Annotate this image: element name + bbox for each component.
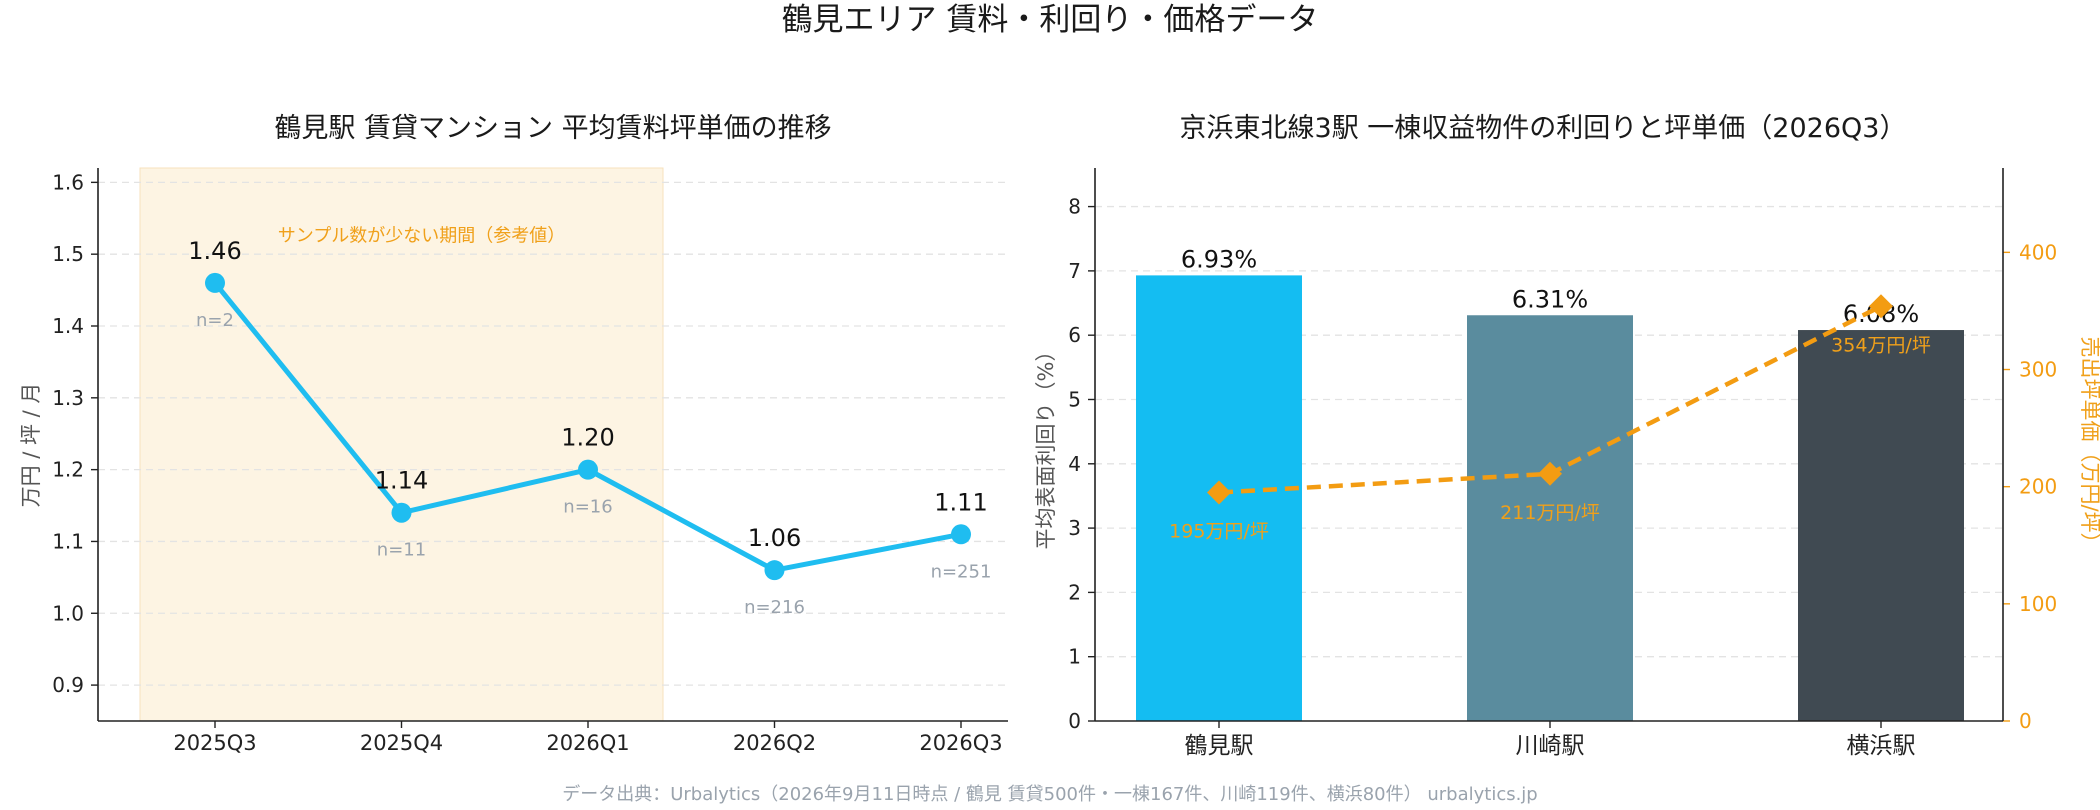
rent-data-point [205, 272, 225, 293]
left-x-tick-label: 2026Q1 [546, 731, 629, 755]
sample-size-label: n=216 [744, 597, 805, 618]
price-data-point [1538, 461, 1562, 486]
sample-size-label: n=251 [931, 561, 992, 582]
left-y-tick-label: 1.6 [52, 170, 84, 194]
price-value-label: 211万円/坪 [1500, 502, 1600, 524]
price-y-tick-label: 200 [2019, 475, 2057, 499]
left-y-tick-label: 1.2 [52, 458, 84, 482]
left-y-tick-label: 1.1 [52, 529, 84, 553]
right-x-tick-label: 川崎駅 [1516, 733, 1585, 759]
figure-title: 鶴見エリア 賃料・利回り・価格データ [782, 2, 1319, 38]
right-x-tick-label: 鶴見駅 [1185, 733, 1254, 759]
yield-value-label: 6.93% [1181, 245, 1257, 273]
rent-data-point [391, 502, 412, 523]
rent-data-point [764, 560, 785, 581]
left-x-tick-labels: 2025Q3 2025Q4 2026Q1 2026Q2 2026Q3 [173, 721, 1003, 755]
left-x-tick-label: 2025Q4 [360, 731, 443, 755]
price-y-tick-label: 400 [2019, 240, 2057, 264]
right-x-tick-label: 横浜駅 [1847, 733, 1916, 759]
left-y-axis-label: 万円 / 坪 / 月 [19, 383, 43, 508]
sample-size-label: n=16 [563, 497, 612, 518]
price-value-label: 354万円/坪 [1831, 334, 1931, 356]
yield-y-tick-label: 6 [1068, 323, 1081, 347]
yield-axis-label: 平均表面利回り（%） [1034, 341, 1058, 550]
price-y-tick-label: 0 [2019, 709, 2032, 733]
left-chart-title: 鶴見駅 賃貸マンション 平均賃料坪単価の推移 [274, 113, 831, 144]
price-axis-label: 売出坪単価（万円/坪） [2078, 336, 2100, 553]
right-chart-title: 京浜東北線3駅 一棟収益物件の利回りと坪単価（2026Q3） [1180, 113, 1907, 144]
yield-value-label: 6.31% [1512, 285, 1588, 313]
right-chart: 京浜東北線3駅 一棟収益物件の利回りと坪単価（2026Q3） 6.93% 6.31… [1034, 113, 2100, 759]
sample-size-label: n=11 [377, 540, 426, 561]
price-data-point [1207, 480, 1231, 505]
right-x-tick-labels: 鶴見駅 川崎駅 横浜駅 [1185, 721, 1916, 759]
price-data-point [1869, 294, 1893, 319]
rent-value-label: 1.11 [934, 488, 987, 516]
data-source-footer: データ出典：Urbalytics（2026年9月11日時点 / 鶴見 賃貸500… [562, 784, 1538, 805]
left-y-tick-label: 1.5 [52, 242, 84, 266]
rent-data-point [951, 524, 971, 545]
left-chart: 鶴見駅 賃貸マンション 平均賃料坪単価の推移 サンプル数が少ない期間（参考値） … [19, 113, 1008, 755]
rent-data-point [578, 459, 598, 480]
left-y-tick-label: 0.9 [52, 673, 84, 697]
price-value-label: 195万円/坪 [1169, 521, 1269, 543]
yield-y-tick-label: 5 [1068, 387, 1081, 411]
rent-value-label: 1.20 [561, 424, 614, 452]
left-y-tick-label: 1.4 [52, 314, 84, 338]
yield-bar [1798, 330, 1964, 721]
left-x-tick-label: 2026Q3 [919, 731, 1002, 755]
yield-y-tick-label: 0 [1068, 709, 1081, 733]
rent-value-label: 1.14 [375, 467, 428, 495]
price-series-points: 195万円/坪 211万円/坪 354万円/坪 [1169, 294, 1931, 543]
right-secondary-y-tick-labels: 0 100 200 300 400 [2003, 240, 2057, 733]
yield-y-tick-label: 2 [1068, 580, 1081, 604]
left-y-tick-label: 1.0 [52, 601, 84, 625]
left-gridlines [98, 181, 1008, 686]
yield-y-tick-label: 4 [1068, 452, 1081, 476]
left-x-tick-label: 2026Q2 [733, 731, 816, 755]
price-y-tick-label: 100 [2019, 592, 2057, 616]
yield-bars: 6.93%6.31%6.08% [1136, 245, 1964, 721]
low-sample-shaded-region [139, 167, 664, 722]
left-y-tick-label: 1.3 [52, 386, 84, 410]
yield-bar [1467, 315, 1633, 721]
price-y-tick-label: 300 [2019, 358, 2057, 382]
yield-y-tick-label: 8 [1068, 195, 1081, 219]
yield-y-tick-label: 1 [1068, 645, 1081, 669]
left-y-tick-labels: 0.9 1.0 1.1 1.2 1.3 1.4 1.5 1.6 [52, 170, 98, 697]
rent-value-label: 1.06 [748, 524, 801, 552]
low-sample-region-label: サンプル数が少ない期間（参考値） [278, 225, 565, 246]
yield-y-tick-label: 3 [1068, 516, 1081, 540]
left-x-tick-label: 2025Q3 [173, 731, 256, 755]
sample-size-label: n=2 [196, 310, 234, 331]
right-left-y-tick-labels: 0 1 2 3 4 5 6 7 8 [1068, 195, 1095, 733]
rent-series-points: 1.46 n=2 1.14 n=11 1.20 n=16 1.06 n=216 1.11 n=25… [188, 237, 991, 618]
yield-y-tick-label: 7 [1068, 259, 1081, 283]
rent-value-label: 1.46 [188, 237, 241, 265]
